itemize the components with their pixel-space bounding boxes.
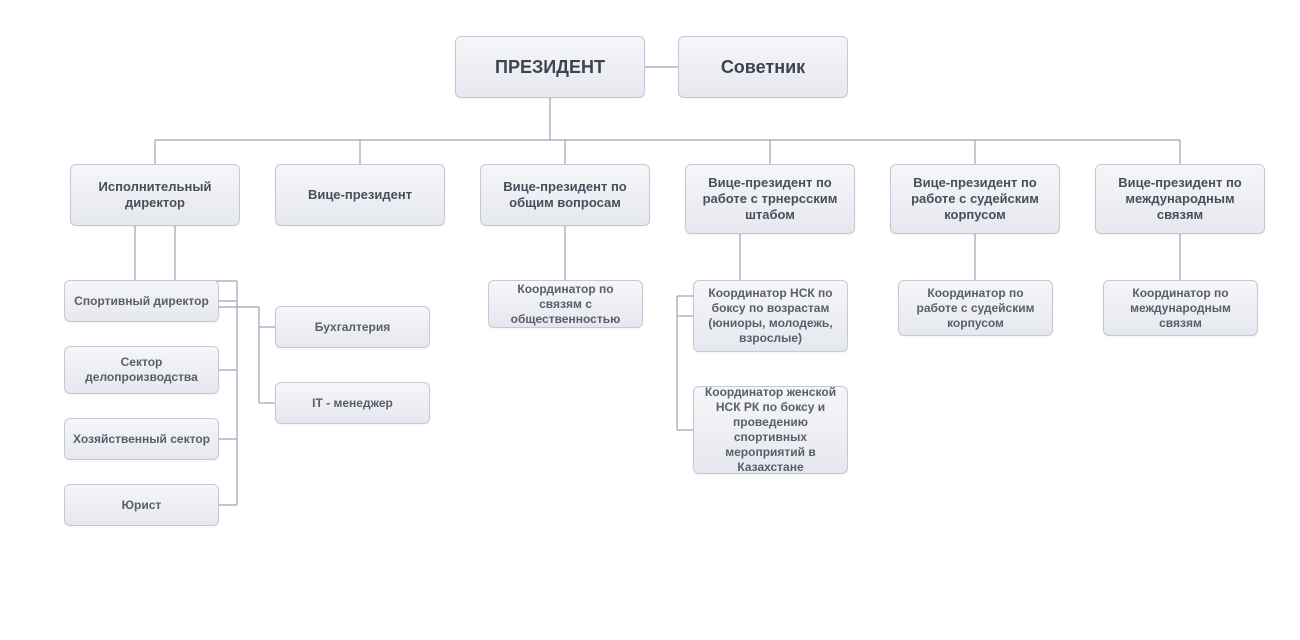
org-node-label: Советник: [721, 56, 805, 79]
org-node-label: Вице-президент: [308, 187, 412, 203]
org-node-ref_coord: Координатор по работе с судейским корпус…: [898, 280, 1053, 336]
org-node-exec_dir: Исполнительный директор: [70, 164, 240, 226]
org-node-label: Юрист: [122, 498, 162, 513]
org-node-label: Координатор по связям с общественностью: [497, 282, 634, 327]
org-node-label: Координатор женской НСК РК по боксу и пр…: [702, 385, 839, 475]
org-node-sport_dir: Спортивный директор: [64, 280, 219, 322]
org-node-nsk_age: Координатор НСК по боксу по возрастам (ю…: [693, 280, 848, 352]
org-node-label: Вице-президент по работе с судейским кор…: [899, 175, 1051, 224]
org-node-lawyer: Юрист: [64, 484, 219, 526]
org-node-president: ПРЕЗИДЕНТ: [455, 36, 645, 98]
org-node-label: Координатор НСК по боксу по возрастам (ю…: [702, 286, 839, 346]
org-node-label: ПРЕЗИДЕНТ: [495, 56, 605, 79]
org-node-vp_coach: Вице-президент по работе с трнерсским шт…: [685, 164, 855, 234]
org-node-int_coord: Координатор по международным связям: [1103, 280, 1258, 336]
org-node-vp_gen: Вице-президент по общим вопросам: [480, 164, 650, 226]
org-node-label: Координатор по работе с судейским корпус…: [907, 286, 1044, 331]
org-node-advisor: Советник: [678, 36, 848, 98]
org-node-label: Вице-президент по работе с трнерсским шт…: [694, 175, 846, 224]
org-node-label: Сектор делопроизводства: [73, 355, 210, 385]
org-node-label: Исполнительный директор: [79, 179, 231, 212]
org-node-label: Хозяйственный сектор: [73, 432, 210, 447]
org-node-it_mgr: IT - менеджер: [275, 382, 430, 424]
org-node-label: IT - менеджер: [312, 396, 393, 411]
org-node-label: Вице-президент по общим вопросам: [489, 179, 641, 212]
org-node-label: Бухгалтерия: [315, 320, 391, 335]
org-node-pr_coord: Координатор по связям с общественностью: [488, 280, 643, 328]
org-node-vp_ref: Вице-президент по работе с судейским кор…: [890, 164, 1060, 234]
org-node-econ: Хозяйственный сектор: [64, 418, 219, 460]
org-node-label: Координатор по международным связям: [1112, 286, 1249, 331]
org-node-label: Вице-президент по международным связям: [1104, 175, 1256, 224]
org-node-vp: Вице-президент: [275, 164, 445, 226]
org-node-account: Бухгалтерия: [275, 306, 430, 348]
org-node-vp_int: Вице-президент по международным связям: [1095, 164, 1265, 234]
org-node-nsk_fem: Координатор женской НСК РК по боксу и пр…: [693, 386, 848, 474]
org-node-clerical: Сектор делопроизводства: [64, 346, 219, 394]
org-node-label: Спортивный директор: [74, 294, 209, 309]
